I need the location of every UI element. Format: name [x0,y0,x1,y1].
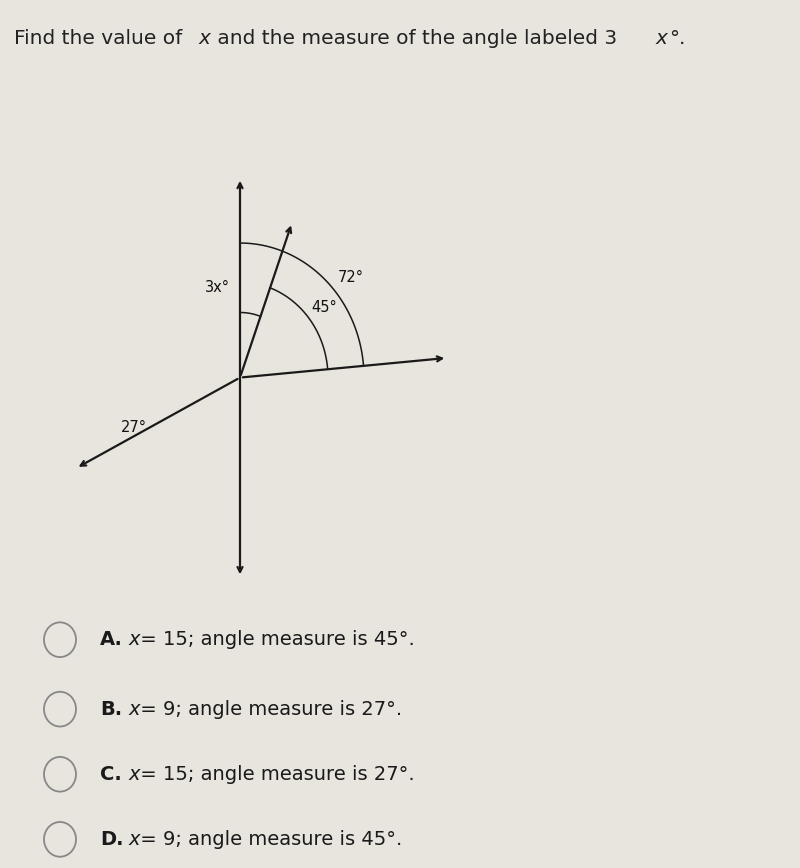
Text: 45°: 45° [311,300,337,315]
Text: = 9; angle measure is 27°.: = 9; angle measure is 27°. [134,700,402,719]
Text: C.: C. [100,765,122,784]
Text: 27°: 27° [121,420,147,435]
Text: A.: A. [100,630,123,649]
Text: B.: B. [100,700,122,719]
Text: = 15; angle measure is 27°.: = 15; angle measure is 27°. [134,765,414,784]
Text: Find the value of: Find the value of [14,29,188,48]
Text: 3x°: 3x° [206,280,230,295]
Text: x: x [198,29,210,48]
Text: °.: °. [669,29,685,48]
Text: x: x [128,830,139,849]
Text: D.: D. [100,830,123,849]
Text: x: x [128,700,139,719]
Text: = 15; angle measure is 45°.: = 15; angle measure is 45°. [134,630,414,649]
Text: x: x [656,29,668,48]
Text: 72°: 72° [338,270,363,285]
Text: and the measure of the angle labeled 3: and the measure of the angle labeled 3 [211,29,618,48]
Text: x: x [128,630,139,649]
Text: = 9; angle measure is 45°.: = 9; angle measure is 45°. [134,830,402,849]
Text: x: x [128,765,139,784]
